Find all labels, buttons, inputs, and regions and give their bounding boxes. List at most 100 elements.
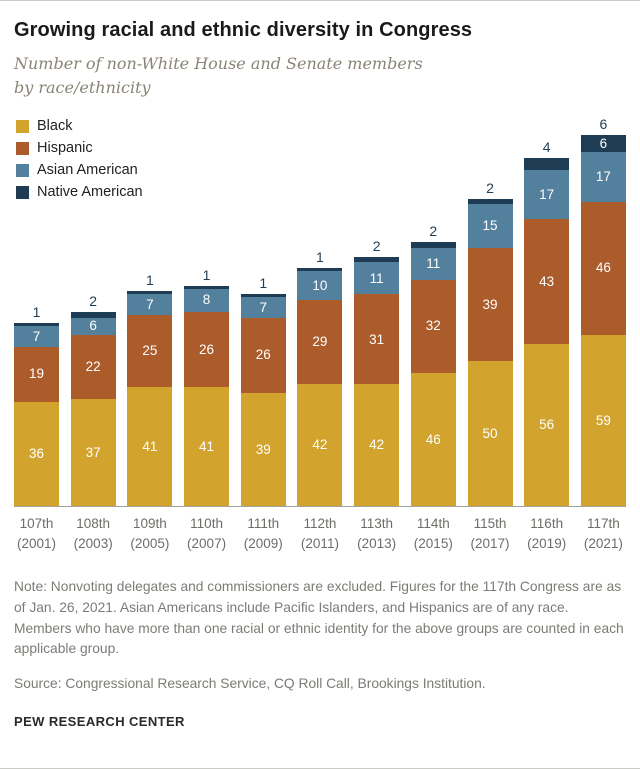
segment-black: 42 bbox=[354, 384, 400, 506]
bar-111th: 1 7 26 39 bbox=[240, 275, 286, 506]
segment-native-american bbox=[240, 294, 286, 298]
bar-107th: 1 7 19 36 bbox=[14, 304, 59, 506]
segment-black: 46 bbox=[410, 372, 456, 506]
legend-label: Native American bbox=[37, 184, 143, 200]
segment-black: 37 bbox=[70, 398, 116, 506]
legend-label: Black bbox=[37, 118, 73, 134]
segment-asian-american: 17 bbox=[580, 152, 626, 202]
segment-asian-american: 11 bbox=[410, 247, 456, 280]
category-label: 107th (2001) bbox=[16, 516, 57, 551]
category-label: 108th (2003) bbox=[73, 516, 113, 551]
bar-total-label: 2 bbox=[89, 292, 98, 309]
segment-native-american bbox=[184, 285, 230, 289]
segment-hispanic: 32 bbox=[410, 279, 456, 373]
segment-native-american bbox=[467, 198, 513, 205]
bar-total-label: 2 bbox=[486, 179, 494, 196]
segment-asian-american: 7 bbox=[14, 326, 59, 347]
bar-total-label: 2 bbox=[372, 237, 381, 254]
bar-114th: 2 11 32 46 bbox=[410, 223, 456, 506]
segment-native-american bbox=[297, 268, 343, 272]
category-label: 114th (2015) bbox=[413, 516, 453, 551]
bars: 1 7 19 36 2 6 22 37 1 7 25 41 1 8 26 41 1 7 26 39 1 10 29 42 2 11… bbox=[14, 112, 626, 507]
bar-total-label: 2 bbox=[429, 223, 438, 240]
bar-110th: 1 8 26 41 bbox=[184, 266, 230, 506]
segment-asian-american: 7 bbox=[127, 294, 173, 315]
segment-black: 50 bbox=[467, 361, 513, 506]
bar-total-label: 4 bbox=[542, 139, 551, 156]
segment-native-american bbox=[14, 323, 59, 327]
legend-label: Asian American bbox=[37, 162, 138, 178]
bar-total-label: 1 bbox=[32, 304, 41, 321]
segment-hispanic: 46 bbox=[580, 201, 626, 335]
segment-black: 41 bbox=[127, 387, 173, 506]
legend: Black Hispanic Asian American Native Americ… bbox=[16, 118, 143, 206]
category-axis: 107th (2001) 108th (2003) 109th (2005) 110th (2… bbox=[14, 514, 626, 553]
category-label: 112th (2011) bbox=[300, 516, 339, 551]
legend-item-native-american: Native American bbox=[16, 184, 143, 200]
subtitle-line-1: Number of non-White House and Senate mem… bbox=[14, 54, 423, 73]
segment-asian-american: 17 bbox=[524, 169, 570, 219]
category-label: 117th (2021) bbox=[583, 516, 623, 551]
segment-black: 36 bbox=[14, 401, 59, 506]
segment-black: 39 bbox=[240, 392, 286, 506]
stacked-bar-chart: Black Hispanic Asian American Native Americ… bbox=[14, 112, 626, 553]
legend-swatch-icon bbox=[16, 185, 29, 199]
legend-item-asian-american: Asian American bbox=[16, 162, 143, 178]
segment-asian-american: 6 bbox=[70, 317, 116, 335]
segment-black: 42 bbox=[297, 384, 343, 506]
bar-117th: 6 6 17 46 59 bbox=[580, 115, 626, 506]
segment-native-american bbox=[354, 256, 400, 263]
category-label: 111th (2009) bbox=[243, 516, 283, 551]
category-label: 113th (2013) bbox=[357, 516, 397, 551]
category-label: 110th (2007) bbox=[187, 516, 227, 551]
segment-hispanic: 29 bbox=[297, 300, 343, 385]
legend-swatch-icon bbox=[16, 163, 29, 177]
legend-item-hispanic: Hispanic bbox=[16, 140, 143, 156]
subtitle-line-2: by race/ethnicity bbox=[14, 78, 151, 97]
bar-108th: 2 6 22 37 bbox=[70, 292, 116, 506]
legend-swatch-icon bbox=[16, 119, 29, 133]
segment-hispanic: 25 bbox=[127, 314, 173, 388]
segment-hispanic: 39 bbox=[467, 247, 513, 361]
segment-hispanic: 19 bbox=[14, 346, 59, 402]
bar-115th: 2 15 39 50 bbox=[467, 179, 513, 506]
segment-hispanic: 22 bbox=[70, 334, 116, 399]
legend-item-black: Black bbox=[16, 118, 143, 134]
bar-112th: 1 10 29 42 bbox=[297, 249, 343, 506]
bar-total-label: 1 bbox=[202, 266, 211, 283]
bar-total-label: 1 bbox=[145, 272, 154, 289]
category-label: 115th (2017) bbox=[470, 516, 510, 551]
segment-native-american bbox=[524, 158, 570, 170]
segment-black: 59 bbox=[580, 334, 626, 506]
segment-native-american bbox=[127, 291, 173, 295]
bar-116th: 4 17 43 56 bbox=[524, 139, 570, 506]
bar-total-label: 6 bbox=[599, 115, 608, 132]
brand-footer: PEW RESEARCH CENTER bbox=[14, 714, 185, 730]
category-label: 109th (2005) bbox=[130, 516, 170, 551]
bar-113th: 2 11 31 42 bbox=[354, 237, 400, 506]
segment-black: 56 bbox=[524, 343, 570, 506]
segment-native-american: 6 bbox=[580, 134, 626, 153]
segment-asian-american: 7 bbox=[240, 297, 286, 318]
legend-swatch-icon bbox=[16, 141, 29, 155]
segment-hispanic: 31 bbox=[354, 294, 400, 385]
segment-asian-american: 10 bbox=[297, 271, 343, 301]
chart-title: Growing racial and ethnic diversity in C… bbox=[14, 19, 473, 41]
bar-109th: 1 7 25 41 bbox=[127, 272, 173, 506]
segment-asian-american: 15 bbox=[467, 204, 513, 248]
category-label: 116th (2019) bbox=[527, 516, 567, 551]
segment-asian-american: 11 bbox=[354, 262, 400, 295]
segment-hispanic: 26 bbox=[184, 311, 230, 388]
segment-hispanic: 26 bbox=[240, 317, 286, 393]
bar-total-label: 1 bbox=[316, 249, 324, 266]
note-text: Note: Nonvoting delegates and commission… bbox=[14, 579, 624, 657]
segment-black: 41 bbox=[184, 387, 230, 506]
segment-native-american bbox=[410, 242, 456, 248]
segment-hispanic: 43 bbox=[524, 218, 570, 344]
bar-total-label: 1 bbox=[259, 275, 268, 292]
chart-subtitle: Number of non-White House and Senate mem… bbox=[14, 52, 626, 100]
segment-native-american bbox=[70, 311, 116, 318]
source-text: Source: Congressional Research Service, … bbox=[14, 675, 486, 691]
segment-asian-american: 8 bbox=[184, 288, 230, 312]
